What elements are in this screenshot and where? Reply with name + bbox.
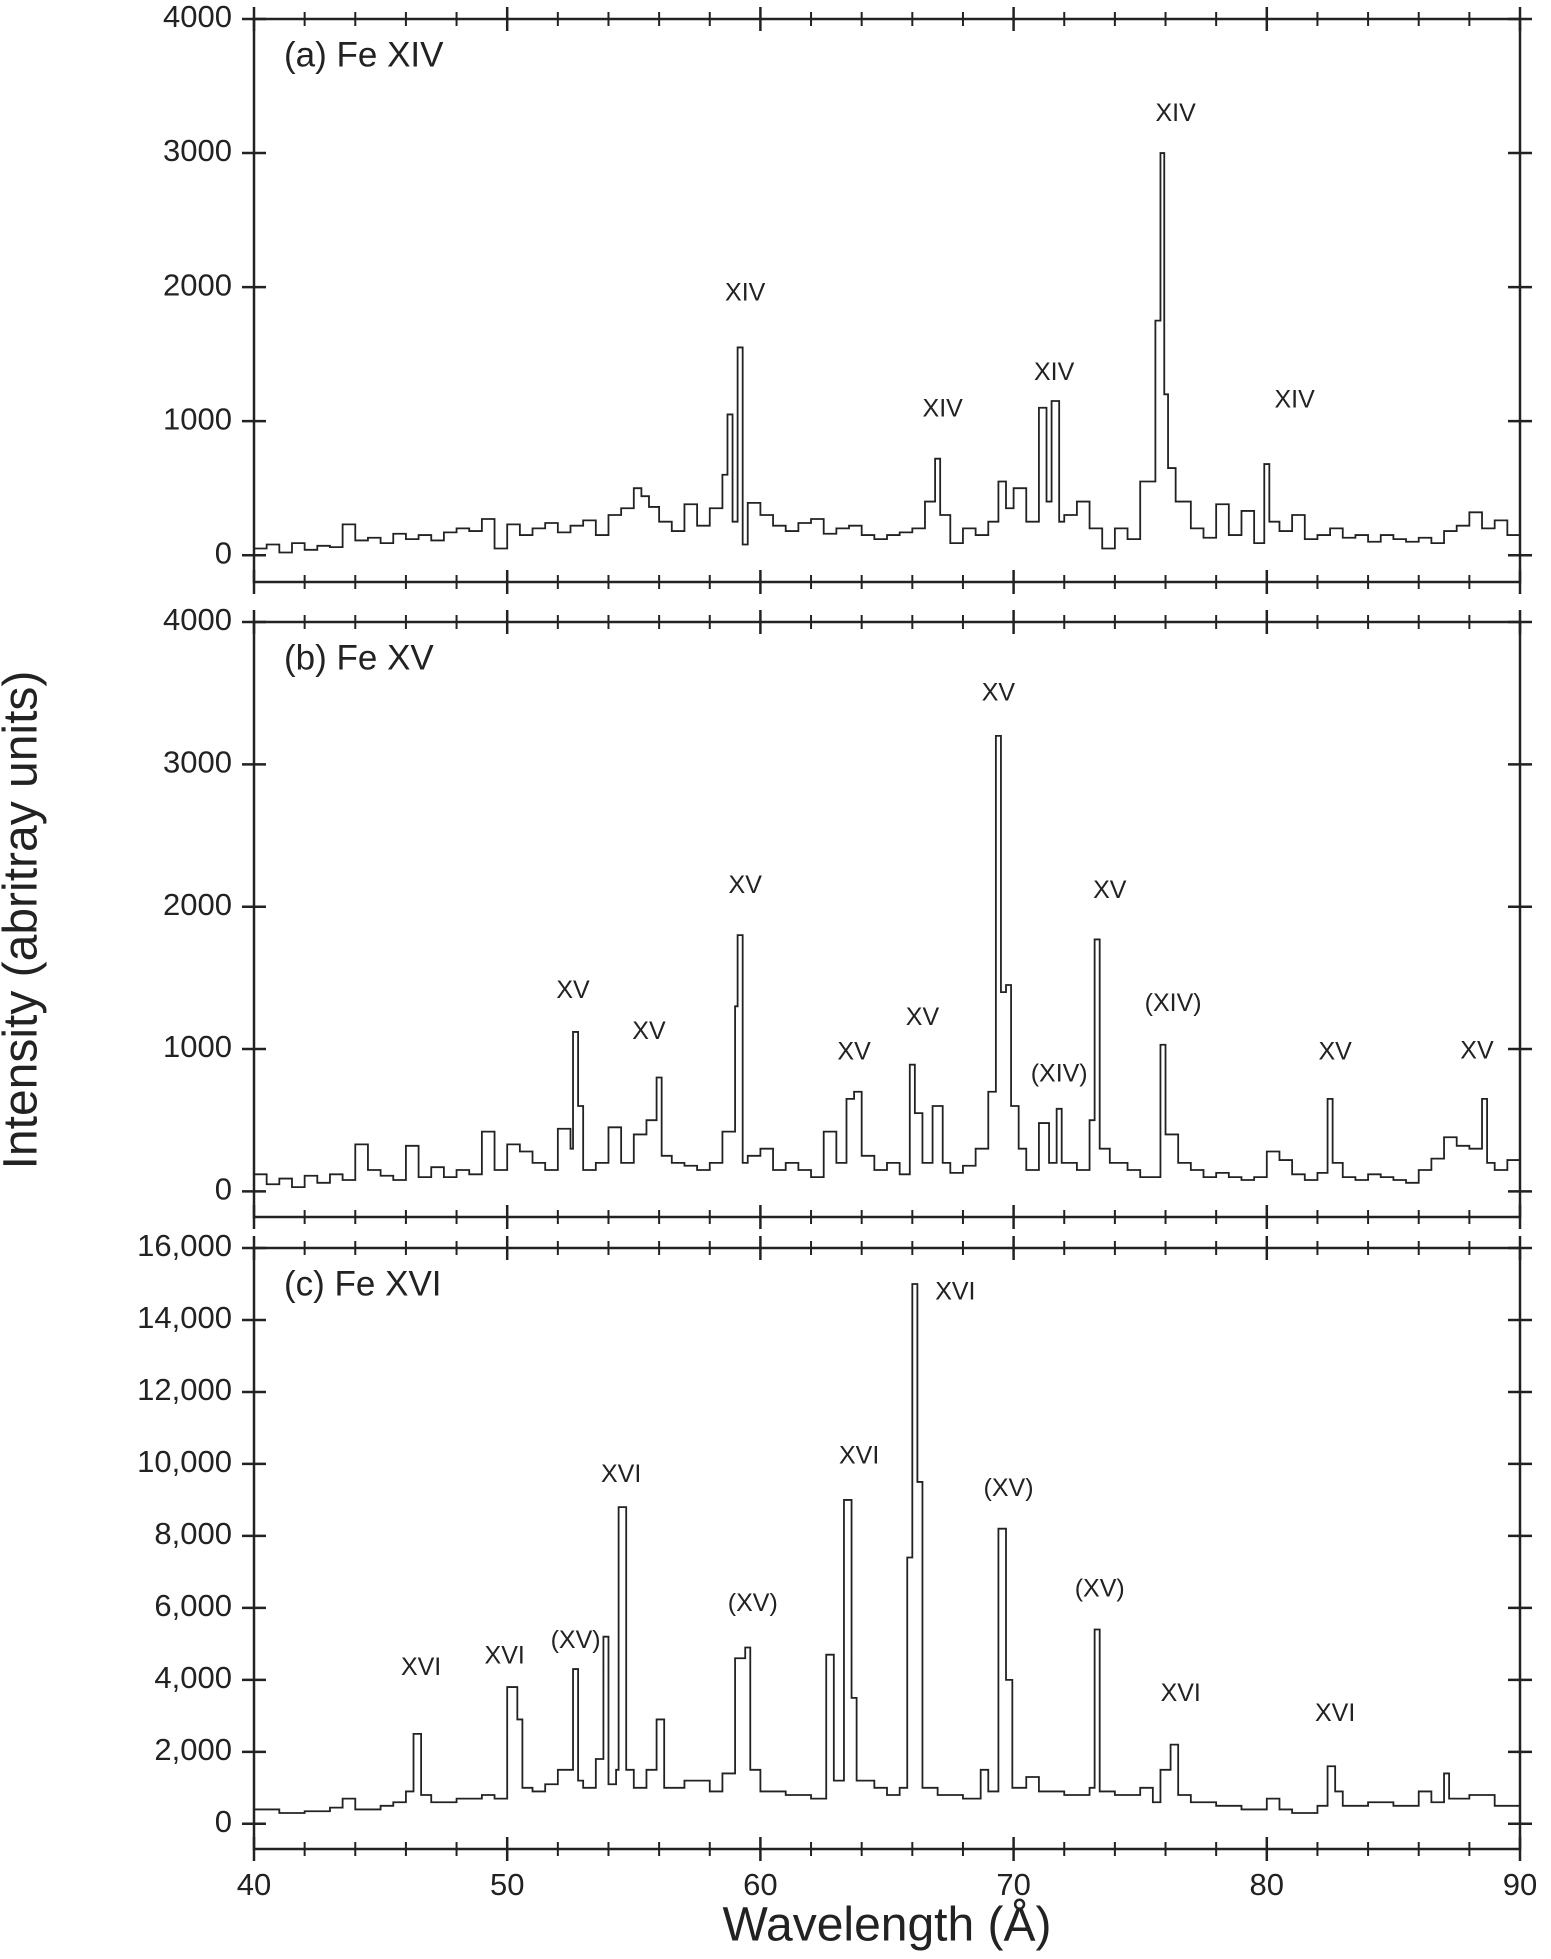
plot-frame [252,17,1522,584]
peak-label: XIV [1155,99,1196,127]
panel-title: (a) Fe XIV [284,35,444,74]
y-tick-label: 0 [215,1804,232,1839]
y-tick-label: 16,000 [137,1228,232,1263]
peak-label: XV [837,1037,871,1065]
spectrum-line [254,734,1520,1189]
peak-label: XVI [601,1460,641,1488]
peak-label: XV [906,1003,940,1031]
y-tick-label: 4,000 [154,1660,232,1695]
y-tick-label: 1000 [163,1029,232,1064]
y-tick-label: 6,000 [154,1588,232,1623]
peak-label: XVI [485,1641,525,1669]
plot-frame [252,620,1522,1219]
peak-label: XV [556,976,590,1004]
peak-label: XV [982,678,1016,706]
x-tick-label: 50 [490,1867,524,1902]
y-axis-title: Intensity (abritray units) [0,671,48,1170]
y-tick-label: 14,000 [137,1300,232,1335]
peak-label: XIV [923,394,964,422]
x-tick-label: 90 [1503,1867,1537,1902]
y-tick-label: 3000 [163,133,232,168]
x-tick-label: 40 [237,1867,271,1902]
peak-label: XV [1460,1036,1494,1064]
x-tick-label: 80 [1250,1867,1284,1902]
peak-label: XVI [839,1441,879,1469]
y-tick-label: 4000 [163,602,232,637]
panel-title: (b) Fe XV [284,638,434,677]
x-tick-label: 60 [743,1867,777,1902]
peak-label: XVI [1315,1699,1355,1727]
peak-label: XIV [1275,386,1316,414]
y-tick-label: 0 [215,535,232,570]
peak-label: XVI [1161,1679,1201,1707]
peak-label: XIV [725,278,766,306]
peak-label: XVI [401,1653,441,1681]
y-tick-label: 3000 [163,745,232,780]
peak-label: XV [1318,1037,1352,1065]
peak-label: (XV) [728,1589,778,1617]
peak-label: (XV) [1075,1574,1125,1602]
peak-label: XV [1093,876,1127,904]
peak-label: (XIV) [1145,989,1202,1017]
peak-label: (XV) [551,1626,601,1654]
y-tick-label: 0 [215,1172,232,1207]
plot-frame [252,1246,1522,1851]
peak-label: XVI [935,1278,975,1306]
y-tick-label: 2000 [163,887,232,922]
peak-label: XIV [1034,358,1075,386]
y-tick-label: 10,000 [137,1444,232,1479]
peak-label: XV [632,1017,666,1045]
panel-title: (c) Fe XVI [284,1264,442,1303]
y-tick-label: 8,000 [154,1516,232,1551]
y-tick-label: 2,000 [154,1732,232,1767]
y-tick-label: 4000 [163,0,232,34]
y-tick-label: 12,000 [137,1372,232,1407]
y-tick-label: 2000 [163,267,232,302]
y-tick-label: 1000 [163,401,232,436]
peak-label: XV [729,871,763,899]
peak-label: (XIV) [1031,1059,1088,1087]
spectrum-line [254,152,1520,554]
peak-label: (XV) [984,1474,1034,1502]
spectrum-line [254,1283,1521,1814]
x-tick-label: 70 [996,1867,1030,1902]
x-axis-title: Wavelength (Å) [722,1899,1051,1952]
